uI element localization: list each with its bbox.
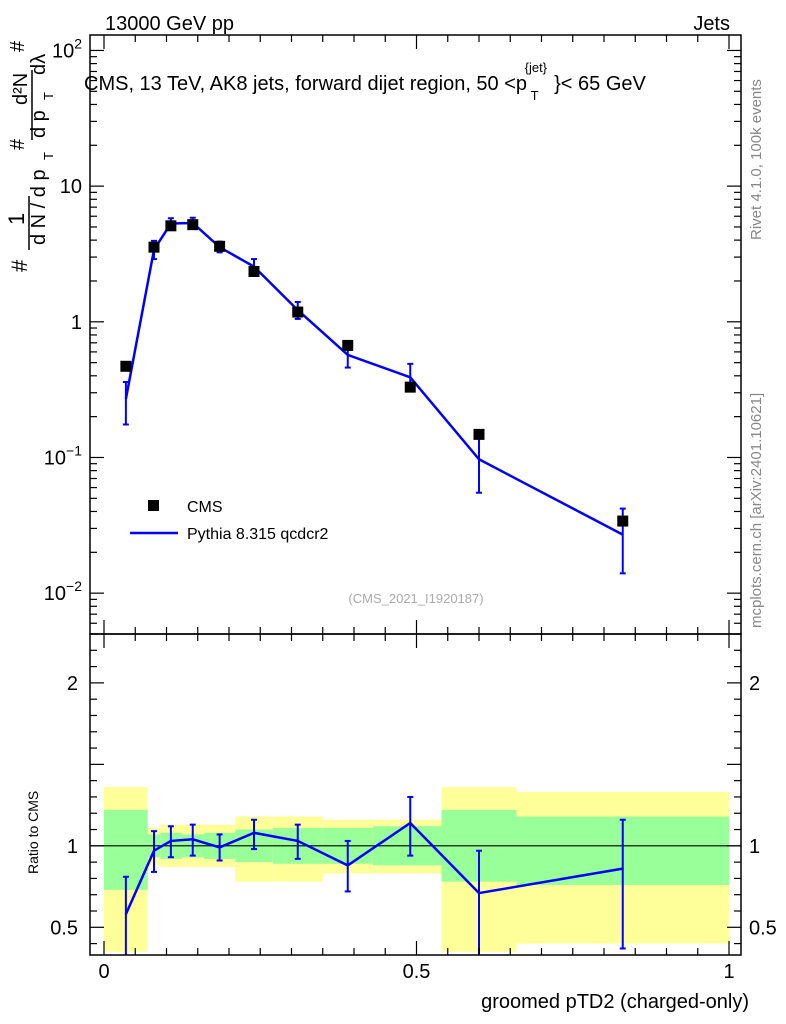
tick-base: 10: [44, 447, 66, 469]
main-plot-content: [120, 216, 629, 575]
ylabel-dn: d N / d p: [28, 169, 50, 245]
main-mc-line: [124, 221, 624, 536]
ratio-panel: 2 2 1 1 0.5 0.5: [50, 633, 777, 956]
cms-data-point: [120, 360, 132, 372]
tick-base: 10: [44, 583, 66, 605]
ratio-frame: [89, 633, 742, 956]
mcplots-label: mcplots.cern.ch [arXiv:2401.10621]: [748, 393, 765, 628]
cms-data-point: [165, 220, 177, 232]
main-y-tick-label: 1: [71, 312, 82, 334]
cms-data-point: [214, 240, 226, 252]
ratio-axes: 2 2 1 1 0.5 0.5: [50, 633, 777, 956]
ratio-y-tick-label-left: 2: [67, 673, 78, 695]
tick-exponent: 2: [74, 35, 82, 51]
legend: CMS Pythia 8.315 qcdcr2: [130, 499, 329, 543]
y-axis-label-ratio: Ratio to CMS: [25, 791, 41, 874]
title-main: CMS, 13 TeV, AK8 jets, forward dijet reg…: [84, 73, 527, 95]
ylabel-one: 1: [4, 213, 29, 225]
legend-cms-marker: [148, 500, 159, 511]
cms-data-point: [248, 265, 260, 277]
x-tick-label: 1: [723, 961, 734, 983]
legend-cms-label: CMS: [187, 499, 223, 516]
title-end: }< 65 GeV: [554, 73, 646, 95]
cms-data-point: [187, 219, 199, 231]
tick-exponent: −1: [66, 442, 82, 458]
x-tick-labels: 0 0.5 1: [98, 961, 734, 983]
tick-exponent: −2: [66, 578, 82, 594]
main-frame: [89, 34, 742, 635]
x-tick-label: 0.5: [403, 961, 431, 983]
cms-data-point: [148, 241, 160, 253]
ylabel-d2n: d²N: [10, 73, 32, 105]
ratio-y-tick-label-right: 2: [749, 673, 760, 695]
tick-base: 10: [52, 40, 74, 62]
ylabel-hash2: #: [7, 138, 29, 150]
ratio-y-tick-label-right: 1: [749, 836, 760, 858]
main-y-tick-label: 102: [52, 35, 82, 62]
ylabel-hash1: #: [7, 259, 32, 272]
rivet-label: Rivet 4.1.0, 100k events: [748, 79, 765, 240]
ylabel-dpt: d p: [28, 110, 50, 138]
header-left: 13000 GeV pp: [105, 13, 234, 35]
x-tick-label: 0: [98, 961, 109, 983]
ratio-y-tick-label-right: 0.5: [749, 917, 777, 939]
ratio-y-tick-label-left: 0.5: [50, 917, 78, 939]
ylabel-dlambda: dλ: [28, 54, 50, 75]
main-y-tick-label: 10−2: [44, 578, 82, 605]
header-right: Jets: [693, 13, 730, 35]
main-y-tick-label: 10−1: [44, 442, 82, 469]
y-axis-label-main: # 1 d N / d p T # d²N d p T dλ #: [4, 40, 56, 272]
cms-data-point: [342, 339, 354, 351]
ylabel-dpt-sub: T: [41, 92, 56, 100]
title-sup: {jet}: [525, 60, 548, 75]
analysis-id: (CMS_2021_I1920187): [348, 591, 483, 606]
ylabel-dn-sub: T: [41, 152, 56, 160]
plot-title: CMS, 13 TeV, AK8 jets, forward dijet reg…: [84, 55, 647, 105]
ratio-y-tick-label-left: 1: [67, 836, 78, 858]
cms-data-point: [404, 381, 416, 393]
cms-data-point: [617, 515, 629, 527]
cms-data-point: [473, 428, 485, 440]
main-y-tick-label: 10: [60, 176, 82, 198]
title-sub: T: [531, 88, 539, 103]
cms-data-point: [292, 306, 304, 318]
ylabel-hash3: #: [7, 40, 29, 52]
legend-pythia-label: Pythia 8.315 qcdcr2: [187, 526, 329, 543]
x-axis-label: groomed pTD2 (charged-only): [481, 991, 749, 1013]
ratio-plot-content: [90, 787, 741, 955]
